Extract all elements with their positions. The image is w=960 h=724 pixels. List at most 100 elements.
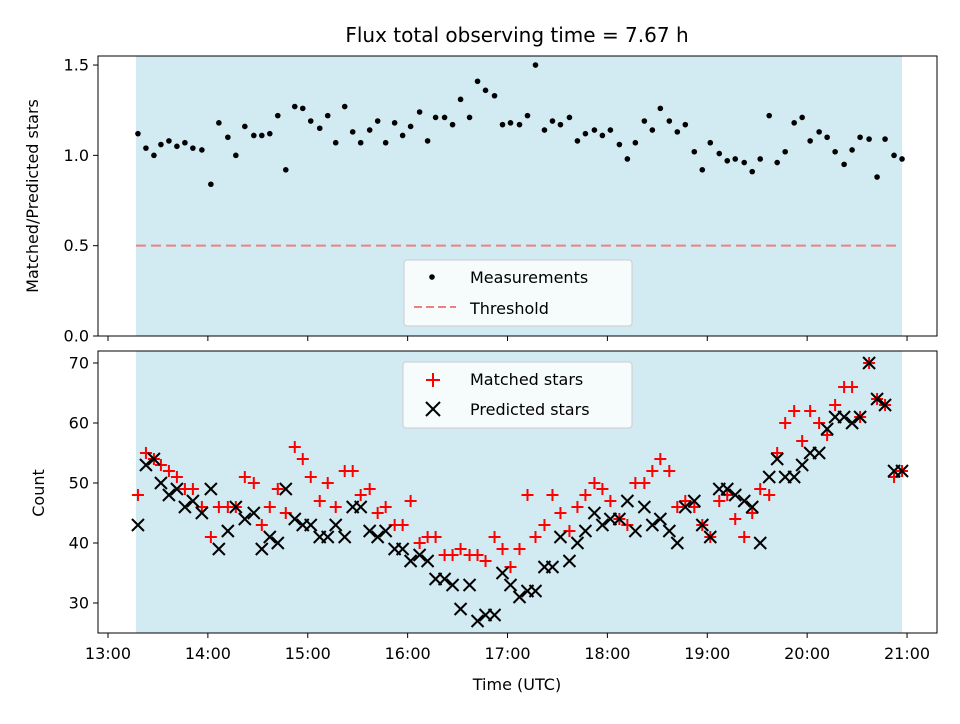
x-tick-label: 16:00	[385, 644, 431, 663]
top-y-tick-label: 1.0	[64, 146, 89, 165]
measurement-point	[499, 121, 506, 128]
predicted-star-point	[512, 590, 527, 604]
predicted-star-point	[878, 398, 892, 412]
measurement-point	[716, 150, 723, 157]
matched-star-point	[304, 471, 317, 483]
matched-star-point	[204, 531, 217, 543]
predicted-star-point	[745, 500, 759, 514]
matched-star-point	[186, 483, 199, 495]
matched-star-point	[596, 483, 609, 495]
measurement-point	[216, 120, 222, 126]
predicted-star-point	[170, 482, 184, 496]
matched-star-point	[263, 501, 276, 513]
predicted-star-point	[204, 482, 218, 496]
top-x-axis-ticks	[107, 336, 908, 341]
predicted-star-point	[186, 494, 200, 508]
bottom-y-axis-label: Count	[29, 469, 48, 517]
matched-star-point	[131, 489, 144, 501]
measurement-point	[666, 118, 673, 124]
predicted-star-point	[653, 512, 668, 526]
predicted-star-point	[895, 464, 909, 478]
matched-star-point	[621, 519, 634, 531]
matched-star-point	[255, 519, 268, 531]
matched-star-point	[713, 495, 726, 507]
predicted-star-point	[437, 572, 452, 586]
matched-star-point	[679, 495, 692, 507]
predicted-star-point	[662, 524, 677, 538]
bottom-y-tick-label: 30	[69, 594, 89, 613]
measurement-point	[557, 121, 564, 128]
predicted-star-point	[528, 584, 543, 598]
measurement-point	[341, 103, 348, 110]
measurement-point	[891, 152, 897, 159]
matched-star-point	[529, 531, 542, 543]
predicted-star-point	[238, 512, 252, 526]
measurement-point	[174, 143, 180, 150]
measurement-point	[474, 78, 481, 85]
predicted-legend-marker	[425, 401, 441, 417]
matched-star-point	[888, 471, 901, 483]
measurement-point	[607, 127, 614, 133]
measurement-point	[491, 92, 498, 99]
matched-star-point	[738, 531, 751, 543]
matched-star-point	[571, 501, 584, 513]
measurement-point	[382, 139, 389, 146]
measurement-point	[366, 127, 373, 133]
measurement-point	[816, 129, 822, 135]
predicted-star-point	[670, 536, 685, 550]
matched-star-point	[371, 507, 384, 519]
measurement-point	[291, 103, 298, 110]
predicted-star-point	[195, 506, 209, 520]
predicted-star-point	[337, 530, 352, 544]
matched-star-point	[446, 549, 459, 561]
measurement-point	[549, 118, 556, 124]
predicted-star-point	[229, 500, 243, 514]
x-tick-label: 14:00	[185, 644, 231, 663]
predicted-star-point	[329, 518, 343, 532]
predicted-star-point	[255, 542, 269, 556]
predicted-star-point	[595, 518, 610, 532]
top-y-tick-label: 0.0	[64, 327, 89, 346]
predicted-star-point	[462, 578, 477, 592]
measurement-point	[391, 120, 398, 126]
measurement-point	[324, 112, 331, 119]
measurement-point	[143, 145, 149, 151]
bottom-y-tick-label: 70	[69, 354, 89, 373]
predicted-star-point	[837, 410, 851, 424]
measurement-point	[251, 132, 257, 139]
bottom-y-tick-label: 60	[69, 414, 89, 433]
matched-star-point	[771, 447, 784, 459]
predicted-star-point	[862, 356, 876, 370]
matched-star-point	[288, 441, 301, 453]
x-tick-label: 20:00	[784, 644, 830, 663]
measurement-point	[807, 138, 813, 144]
measurement-point	[349, 129, 356, 135]
matched-star-point	[746, 507, 759, 519]
measurement-point	[166, 138, 172, 144]
x-tick-label: 13:00	[85, 644, 131, 663]
top-y-tick-label: 0.5	[64, 236, 89, 255]
bottom-legend: Matched stars Predicted stars	[402, 361, 633, 429]
predicted-star-point	[695, 518, 709, 532]
bottom-y-tick-label: 50	[69, 474, 89, 493]
predicted-star-point	[178, 500, 192, 514]
measurement-point	[691, 148, 698, 155]
measurement-point	[182, 139, 188, 146]
matched-star-point	[496, 543, 509, 555]
predicted-star-point	[147, 452, 161, 466]
measurement-point	[566, 114, 573, 121]
predicted-star-point	[221, 524, 235, 538]
matched-star-point	[829, 399, 842, 411]
predicted-star-point	[279, 482, 293, 496]
bottom-x-axis: 13:00 14:00 15:00 16:00 17:00 18:00 19:00 20:00…	[85, 633, 930, 663]
predicted-star-point	[453, 602, 468, 616]
predicted-star-point	[403, 554, 418, 568]
predicted-star-point	[263, 530, 277, 544]
measurement-point	[599, 132, 606, 139]
predicted-star-point	[139, 458, 153, 472]
matched-star-point	[846, 381, 859, 393]
matched-star-point	[671, 501, 684, 513]
measurement-point	[649, 127, 656, 133]
measurement-point	[791, 120, 797, 126]
measurement-point	[449, 121, 456, 128]
